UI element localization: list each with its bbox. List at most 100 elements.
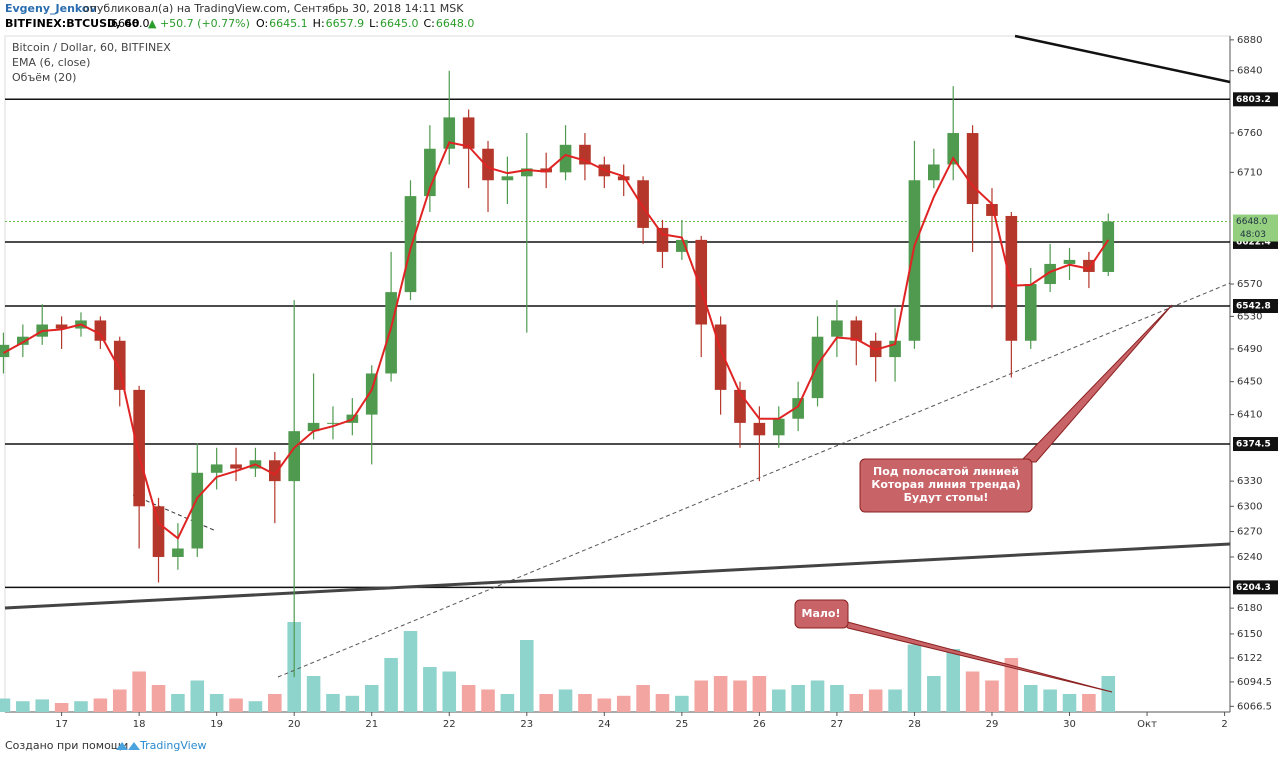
volume-bar	[326, 694, 340, 712]
legend-volume: Объём (20)	[12, 71, 76, 84]
volume-bar	[927, 676, 941, 712]
volume-bar	[384, 658, 398, 712]
logo	[116, 742, 140, 750]
volume-bar	[616, 695, 631, 712]
volume-bar	[810, 680, 825, 712]
callout-pointer	[1018, 304, 1173, 463]
candle-body	[559, 144, 572, 173]
volume-bar	[229, 698, 243, 712]
candle-body	[637, 180, 649, 228]
last: 6648.0	[111, 17, 150, 30]
y-tick-label: 6122	[1237, 653, 1262, 664]
candle-body	[617, 176, 630, 181]
callout-box	[859, 458, 1033, 513]
volume-bar	[1023, 685, 1038, 712]
volume-bar	[35, 699, 49, 712]
candle-body	[908, 180, 921, 341]
volume-bar	[655, 694, 670, 712]
candle-body	[133, 389, 145, 507]
candle-body	[501, 176, 514, 181]
level-label: 6374.5	[1236, 440, 1271, 450]
candle-body	[947, 133, 960, 165]
candle-body	[792, 398, 804, 419]
y-tick-label: 6180	[1237, 603, 1262, 614]
volume-bar	[0, 698, 11, 712]
level-tag	[1233, 92, 1278, 107]
candle-body	[1083, 259, 1095, 272]
x-tick-label: 22	[443, 719, 456, 730]
volume-bar	[54, 703, 69, 712]
candle-body	[753, 422, 766, 436]
y-tick-label: 6240	[1237, 552, 1262, 563]
x-tick-label: 2	[1221, 719, 1227, 730]
countdown: 48:03	[1240, 230, 1266, 240]
ohlc-value: 6645.0	[380, 17, 419, 30]
candle-body	[811, 336, 824, 399]
volume-bar	[171, 694, 185, 712]
candle-body	[230, 464, 242, 469]
volume-bar	[306, 676, 321, 712]
candle-body	[928, 164, 940, 181]
volume-bar	[946, 649, 960, 712]
annotation-text: Которая линия тренда)	[871, 478, 1020, 491]
volume-bar	[1004, 658, 1019, 712]
volume-bar	[74, 701, 88, 712]
ohlc-label: L:	[369, 17, 379, 30]
candle-body	[986, 204, 998, 216]
annotation-text: Под полосатой линией	[873, 465, 1019, 478]
dashed-trend	[132, 494, 217, 532]
candle-body	[695, 239, 708, 325]
candle-body	[966, 133, 979, 205]
x-tick-label: 20	[288, 719, 301, 730]
level-tag	[1233, 299, 1278, 314]
x-tick-label: 28	[908, 719, 921, 730]
author[interactable]: Evgeny_Jenkov	[5, 2, 97, 15]
volume-bar	[1062, 694, 1077, 712]
candle-body	[268, 460, 281, 482]
volume-bar	[868, 689, 883, 712]
annotation-text: Будут стопы!	[904, 491, 989, 504]
volume-bar	[500, 694, 515, 712]
candle-body	[520, 168, 533, 177]
volume-bar	[209, 694, 224, 712]
legend-ema: EMA (6, close)	[12, 56, 90, 69]
footer-brand[interactable]: TradingView	[139, 739, 206, 752]
y-tick-label: 6450	[1237, 377, 1262, 388]
candle-body	[55, 324, 68, 329]
candle-body	[94, 320, 107, 341]
volume-group	[0, 622, 1116, 712]
candle-body	[676, 239, 688, 252]
ohlc-label: O:	[256, 17, 268, 30]
candle-body	[0, 344, 10, 358]
volume-bar	[694, 680, 709, 712]
volume-bar	[830, 685, 844, 712]
dashed-trend	[277, 282, 1231, 678]
trend-line	[1014, 34, 1231, 84]
x-tick-label: 30	[1063, 719, 1076, 730]
volume-bar	[248, 701, 263, 712]
y-tick-label: 6530	[1237, 311, 1262, 322]
candle-body	[172, 548, 184, 557]
level-label: 6542.8	[1236, 302, 1271, 312]
candle-body	[327, 422, 339, 424]
candle-body	[288, 431, 301, 482]
x-tick-label: 26	[753, 719, 766, 730]
candle-body	[462, 117, 475, 149]
candle-body	[17, 336, 29, 345]
x-tick-label: 27	[831, 719, 844, 730]
candle-body	[1005, 215, 1018, 341]
ohlc-value: 6657.9	[326, 17, 365, 30]
candles	[0, 70, 1115, 678]
candle-body	[772, 418, 785, 436]
x-tick-label: 24	[598, 719, 611, 730]
level-tag	[1233, 437, 1278, 452]
candle-body	[210, 464, 223, 473]
y-tick-label: 6150	[1237, 629, 1262, 640]
candle-body	[424, 148, 436, 197]
candle-body	[656, 227, 669, 252]
level-label: 6204.3	[1236, 583, 1271, 593]
ohlc-label: H:	[313, 17, 325, 30]
volume-bar	[539, 694, 553, 712]
volume-bar	[16, 701, 30, 712]
